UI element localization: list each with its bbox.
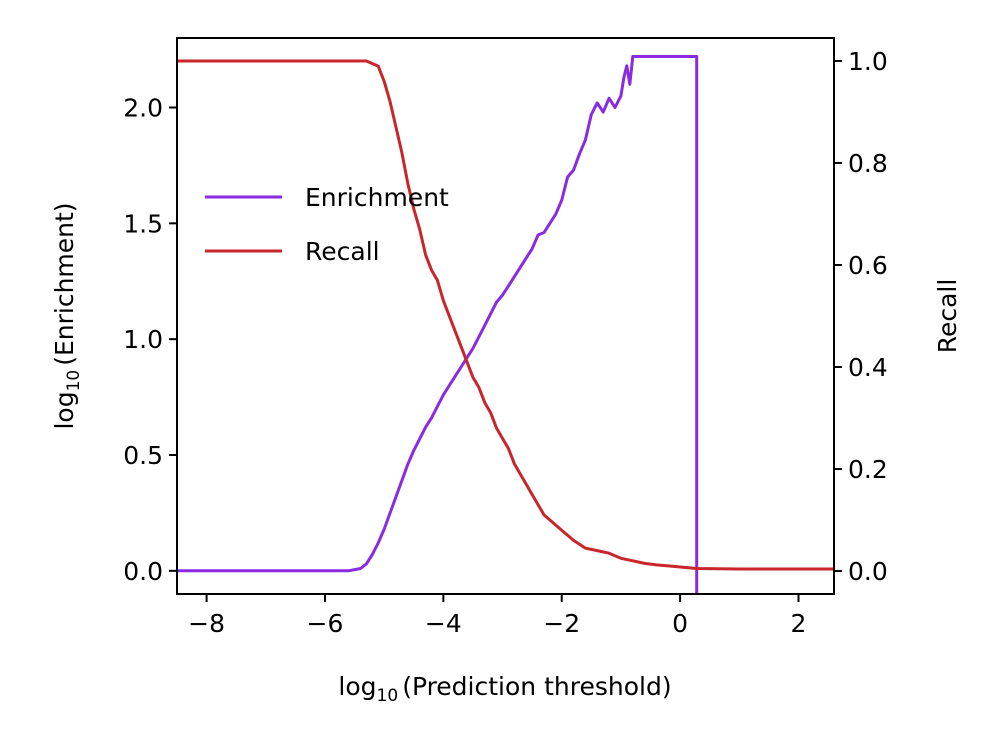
left-y-axis-label-subscript: 10 [64,370,84,392]
x-tick-label: −8 [188,609,225,638]
left-y-tick-label: 2.0 [123,94,163,123]
right-y-axis-label: Recall [933,279,962,354]
right-y-tick-label: 1.0 [848,47,888,76]
left-y-axis-ticks: 0.0 0.5 1.0 1.5 2.0 [123,94,177,586]
right-y-axis-ticks: 0.0 0.2 0.4 0.6 0.8 1.0 [834,47,888,586]
x-axis-ticks: −8 −6 −4 −2 0 2 [188,594,806,638]
left-y-tick-label: 0.0 [123,557,163,586]
left-y-tick-label: 1.5 [123,209,163,238]
legend-label-enrichment: Enrichment [305,183,449,212]
left-y-tick-label: 0.5 [123,441,163,470]
x-tick-label: 2 [791,609,807,638]
series-line-enrichment [177,55,699,594]
legend-label-recall: Recall [305,237,380,266]
right-y-tick-label: 0.0 [848,557,888,586]
x-tick-label: 0 [672,609,688,638]
x-axis-label-subscript: 10 [377,686,399,706]
right-y-tick-label: 0.8 [848,149,888,178]
x-tick-label: −4 [425,609,462,638]
right-y-tick-label: 0.2 [848,455,888,484]
left-y-axis-label-text: (Enrichment) [50,202,79,365]
plot-lines [177,55,834,594]
left-y-axis-label: log10 (Enrichment) [50,202,84,429]
right-y-tick-label: 0.6 [848,251,888,280]
x-axis-label-text: (Prediction threshold) [402,672,671,701]
left-y-axis-label-log: log [50,391,79,429]
right-y-tick-label: 0.4 [848,353,888,382]
x-axis-label: log10 (Prediction threshold) [338,672,671,706]
x-axis-label-log: log [338,672,376,701]
left-y-tick-label: 1.0 [123,325,163,354]
x-tick-label: −2 [543,609,580,638]
legend: Enrichment Recall [205,183,449,266]
series-line-recall [177,59,834,571]
x-tick-label: −6 [307,609,344,638]
plot-frame [176,37,835,595]
